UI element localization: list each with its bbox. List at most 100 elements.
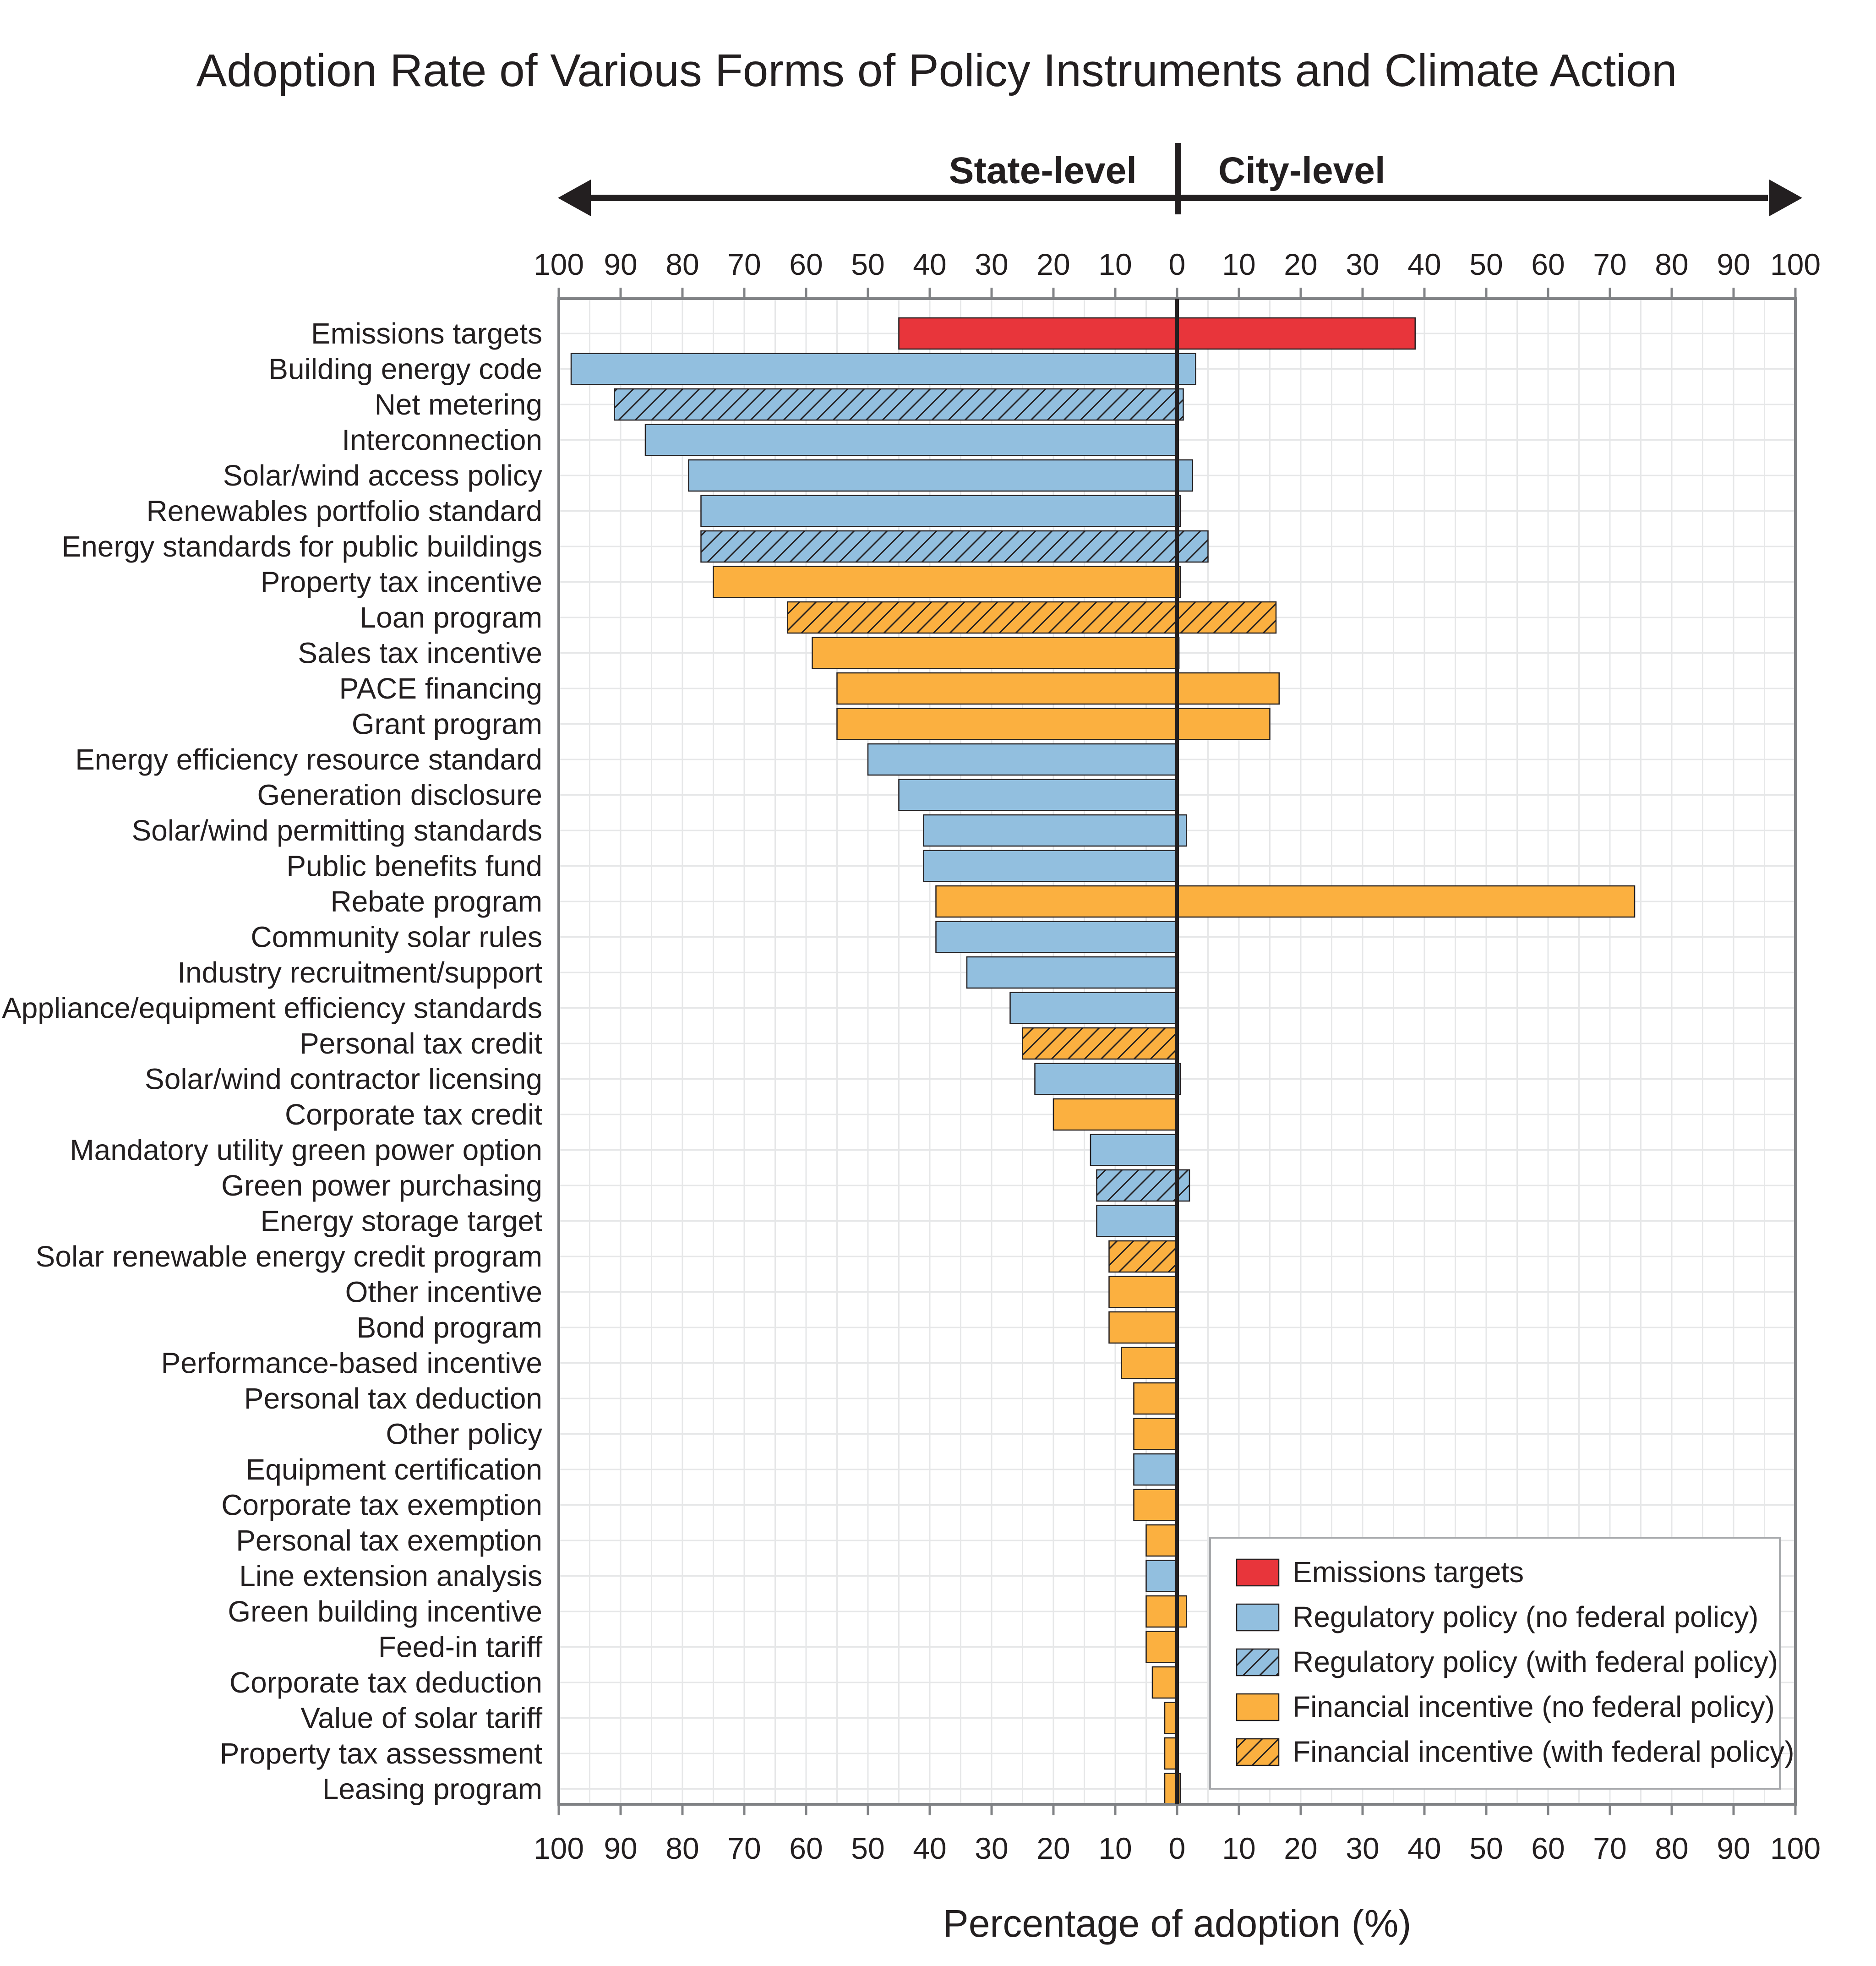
tick-label: 70 — [727, 247, 761, 281]
bar-state — [713, 566, 1178, 598]
tick-label: 70 — [727, 1831, 761, 1865]
bar-state — [1009, 992, 1178, 1024]
category-label: Grant program — [352, 708, 542, 741]
bar-state — [1145, 1631, 1178, 1663]
bar-state — [1034, 1063, 1178, 1095]
tick-label: 20 — [1284, 1831, 1317, 1865]
category-label: Solar/wind contractor licensing — [145, 1063, 542, 1096]
bar-state — [1108, 1311, 1178, 1344]
category-label: Energy standards for public buildings — [62, 530, 543, 563]
bar-state — [688, 459, 1178, 492]
bar-state — [1022, 1027, 1178, 1060]
category-label: Green building incentive — [228, 1595, 542, 1628]
bar-state — [787, 601, 1178, 634]
tick-label: 80 — [665, 247, 699, 281]
bar-state — [1151, 1666, 1178, 1699]
category-label: Feed-in tariff — [378, 1631, 542, 1664]
category-label: Net metering — [375, 388, 542, 421]
category-label: Interconnection — [342, 424, 542, 457]
legend-label: Regulatory policy (no federal policy) — [1292, 1600, 1758, 1633]
bar-city — [1176, 885, 1636, 918]
bar-state — [1108, 1276, 1178, 1308]
bar-state — [898, 779, 1178, 811]
city-level-label: City-level — [1218, 150, 1385, 191]
bar-state — [1133, 1418, 1178, 1450]
category-label: Other policy — [386, 1418, 542, 1451]
category-label: Sales tax incentive — [298, 637, 542, 670]
bar-state — [614, 388, 1178, 421]
tick-label: 30 — [1346, 247, 1379, 281]
tick-label: 100 — [1770, 247, 1821, 281]
tick-label: 50 — [851, 247, 884, 281]
category-label: Personal tax deduction — [244, 1382, 542, 1415]
category-label: Generation disclosure — [257, 779, 542, 812]
legend-label: Financial incentive (no federal policy) — [1292, 1690, 1775, 1723]
bar-state — [1053, 1098, 1178, 1131]
bar-state — [1121, 1347, 1178, 1379]
bar-state — [1108, 1240, 1178, 1273]
bar-state — [700, 530, 1178, 563]
bar-state — [1164, 1773, 1178, 1805]
legend: Emissions targets Regulatory policy (no f… — [1209, 1537, 1794, 1790]
bar-state — [836, 672, 1178, 705]
category-label: Corporate tax deduction — [229, 1666, 542, 1699]
category-label: PACE financing — [339, 672, 543, 705]
tick-label: 50 — [1469, 247, 1503, 281]
bar-state — [966, 956, 1178, 989]
legend-box — [1209, 1537, 1781, 1790]
tick-label: 70 — [1593, 247, 1626, 281]
tick-label: 20 — [1036, 247, 1070, 281]
tick-label: 60 — [789, 247, 823, 281]
bar-state — [570, 353, 1178, 385]
category-label: Solar/wind access policy — [223, 459, 542, 492]
category-label: Building energy code — [268, 353, 542, 386]
bar-state — [1145, 1595, 1178, 1628]
bar-state — [1145, 1524, 1178, 1557]
bar-state — [1133, 1489, 1178, 1521]
bar-state — [1096, 1205, 1178, 1237]
legend-swatch — [1236, 1648, 1280, 1677]
bar-city — [1176, 353, 1196, 385]
tick-label: 0 — [1169, 1831, 1186, 1865]
bar-city — [1176, 672, 1280, 705]
category-label: Energy efficiency resource standard — [75, 743, 542, 776]
direction-arrow — [558, 143, 1802, 216]
bar-city — [1176, 459, 1193, 492]
category-label: Appliance/equipment efficiency standards — [2, 992, 542, 1025]
bar-state — [700, 495, 1178, 527]
category-label: Community solar rules — [251, 921, 542, 954]
bar-state — [923, 850, 1178, 882]
tick-label: 80 — [1655, 247, 1688, 281]
tick-label: 50 — [1469, 1831, 1503, 1865]
category-label: Solar/wind permitting standards — [132, 814, 542, 847]
category-label: Loan program — [360, 601, 542, 634]
bar-state — [1164, 1702, 1178, 1734]
bar-city — [1176, 317, 1416, 350]
category-label: Green power purchasing — [221, 1169, 542, 1202]
tick-label: 10 — [1222, 247, 1255, 281]
bar-city — [1176, 601, 1277, 634]
legend-swatch — [1236, 1693, 1280, 1721]
tick-label: 30 — [1346, 1831, 1379, 1865]
category-label: Value of solar tariff — [300, 1702, 542, 1735]
legend-label: Emissions targets — [1292, 1556, 1524, 1589]
category-label: Rebate program — [331, 885, 542, 918]
category-label: Leasing program — [322, 1773, 542, 1806]
bar-state — [867, 743, 1178, 776]
bar-state — [812, 637, 1178, 669]
bar-state — [1133, 1453, 1178, 1486]
category-label: Personal tax credit — [300, 1027, 542, 1060]
bar-state — [898, 317, 1178, 350]
bar-state — [836, 708, 1178, 740]
bar-state — [923, 814, 1178, 847]
tick-label: 40 — [1407, 247, 1441, 281]
tick-label: 100 — [534, 247, 584, 281]
bar-state — [1090, 1134, 1178, 1166]
legend-swatch — [1236, 1738, 1280, 1766]
bars — [570, 317, 1636, 1805]
tick-label: 10 — [1098, 1831, 1132, 1865]
tick-label: 90 — [604, 1831, 637, 1865]
state-level-label: State-level — [949, 150, 1137, 191]
